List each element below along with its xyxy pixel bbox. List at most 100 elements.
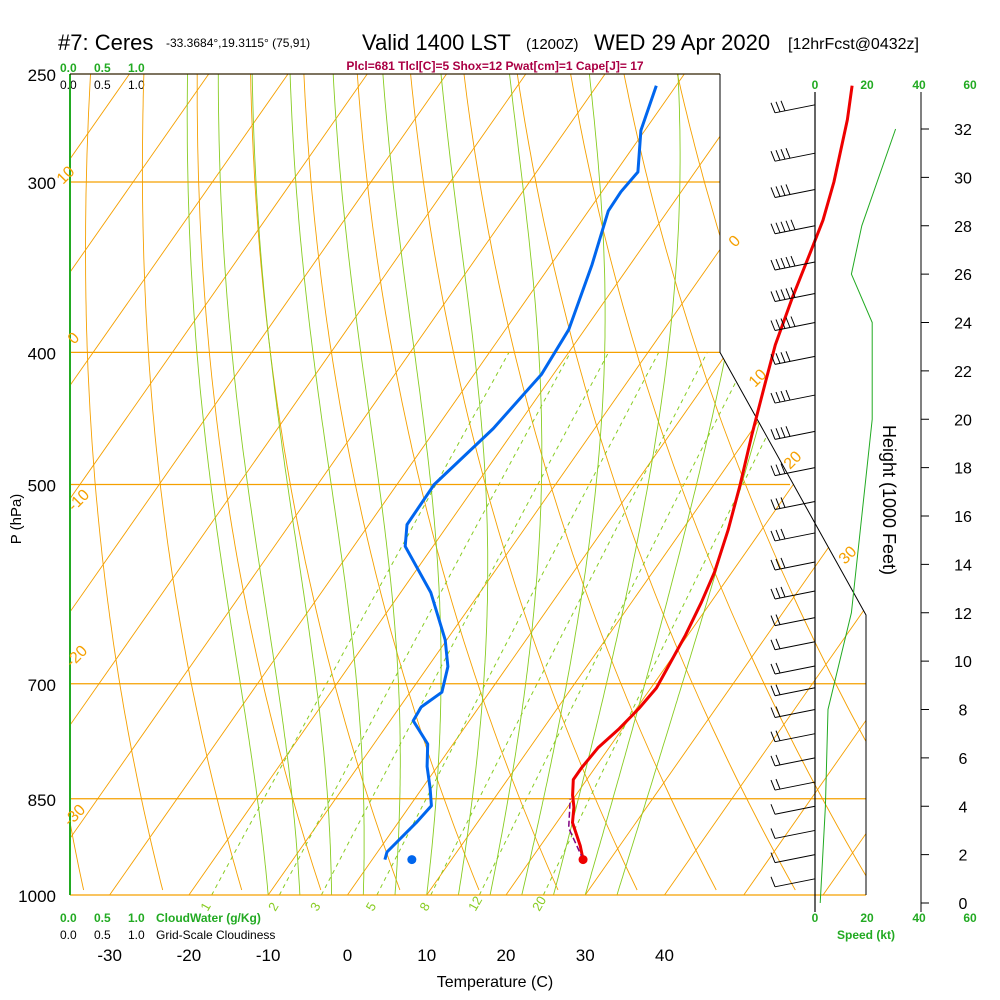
data-layer: [383, 85, 854, 865]
speed-top-20: 20: [860, 78, 874, 92]
wind-layer: [770, 92, 897, 912]
wind-barb-flag: [790, 316, 796, 327]
wind-barb-flag: [770, 615, 776, 626]
wind-barb: [770, 684, 816, 697]
wind-barb: [770, 463, 816, 477]
cloudiness-label: Grid-Scale Cloudiness: [156, 928, 275, 942]
isotherm-label: 0: [726, 232, 744, 250]
wind-barb-flag: [770, 685, 776, 696]
mixing-ratio-label: 3: [307, 900, 324, 914]
moist-adiabat: [521, 74, 606, 895]
wind-barb: [770, 316, 816, 331]
mixing-ratio-line: [478, 352, 752, 895]
isotherm-label: -30: [61, 801, 89, 829]
wind-barb-shaft: [774, 500, 816, 510]
height-tick-label: 16: [954, 509, 972, 526]
isotherm-label: -20: [63, 642, 91, 670]
cloudiness-bottom-1: 0.5: [94, 928, 111, 942]
wind-barb-flag: [770, 187, 776, 198]
wind-barb-flag: [775, 754, 781, 766]
wind-barb-flag: [780, 463, 786, 474]
wind-barb-flag: [780, 185, 786, 196]
x-axis-label: Temperature (C): [437, 974, 553, 991]
dewpoint-profile: [383, 85, 658, 860]
speed-bottom-60: 60: [963, 911, 977, 925]
wind-barb: [770, 638, 816, 651]
wind-barb-flag: [785, 351, 791, 362]
wind-barb: [770, 852, 816, 864]
wind-barb-shaft: [774, 104, 816, 114]
moist-adiabat: [489, 74, 543, 895]
height-tick-label: 20: [954, 412, 972, 429]
dry-adiabat: [250, 74, 401, 891]
isotherm-line: [70, 74, 289, 895]
wind-barb-shaft: [774, 617, 816, 627]
wind-barb-flag: [770, 639, 776, 650]
height-tick-label: 12: [954, 606, 972, 623]
isotherm-line: [664, 74, 866, 895]
speed-top-0: 0: [812, 78, 819, 92]
wind-barb-flag: [770, 731, 776, 742]
height-tick-label: 2: [959, 848, 968, 865]
cloud-bottom-1: 0.5: [94, 911, 111, 925]
wind-barb-flag: [775, 662, 781, 674]
height-tick-label: 26: [954, 267, 972, 284]
moist-adiabat: [289, 74, 365, 895]
isotherm-line: [743, 74, 866, 895]
dry-adiabat: [463, 74, 717, 891]
wind-barb-shaft: [774, 152, 816, 162]
wind-barb-shaft: [774, 757, 816, 767]
pressure-tick-label: 300: [28, 174, 56, 193]
wind-barb-flag: [780, 497, 786, 508]
dry-adiabat: [836, 74, 866, 891]
cloudiness-bottom-2: 1.0: [128, 928, 145, 942]
wind-barb-shaft: [774, 733, 816, 743]
wind-barb-flag: [775, 222, 781, 233]
wind-barb-shaft: [774, 641, 816, 651]
isotherm-line: [584, 74, 866, 895]
mixing-ratio-label: 12: [465, 893, 485, 913]
cloudwater-label: CloudWater (g/Kg): [156, 911, 261, 925]
pressure-tick-label: 700: [28, 676, 56, 695]
wind-barb-flag: [775, 614, 781, 625]
dry-adiabat: [0, 74, 5, 890]
wind-barb: [770, 828, 816, 839]
height-axis-label: Height (1000 Feet): [879, 425, 899, 575]
wind-barb: [770, 614, 816, 627]
dewpoint-surface-point: [407, 855, 417, 865]
height-tick-label: 28: [954, 219, 972, 236]
wind-barb-flag: [775, 428, 781, 439]
isotherm-line: [822, 74, 866, 895]
dry-adiabat: [303, 74, 480, 891]
wind-barb-shaft: [774, 394, 816, 404]
wind-barb-flag: [775, 290, 781, 301]
wind-barb: [770, 586, 816, 600]
wind-barb-flag: [770, 102, 776, 113]
wind-barb-flag: [780, 557, 786, 569]
wind-barb-flag: [775, 353, 781, 364]
wind-barb-flag: [770, 779, 776, 791]
temperature-tick-label: 40: [655, 946, 674, 965]
wind-barb-flag: [790, 219, 796, 230]
cloud-top-2: 1.0: [128, 61, 145, 75]
wind-barb-flag: [770, 259, 776, 271]
wind-speed-label: Speed (kt): [837, 928, 895, 942]
wind-barb-flag: [785, 317, 791, 328]
wind-barb: [770, 426, 816, 440]
wind-barb-flag: [770, 559, 776, 571]
wind-barb-flag: [770, 755, 776, 767]
wind-barb-flag: [770, 707, 776, 718]
wind-barb-shaft: [774, 561, 816, 571]
parcel-profile: [567, 798, 584, 860]
wind-barb-shaft: [774, 430, 816, 440]
wind-barb-shaft: [774, 532, 816, 542]
pressure-tick-label: 500: [28, 477, 56, 496]
wind-barb: [770, 754, 816, 767]
height-tick-label: 4: [959, 799, 968, 816]
wind-barb-flag: [775, 101, 781, 112]
wind-barb-flag: [770, 828, 776, 839]
height-tick-label: 30: [954, 170, 972, 187]
wind-barb-flag: [785, 148, 791, 159]
wind-barb: [770, 219, 816, 235]
